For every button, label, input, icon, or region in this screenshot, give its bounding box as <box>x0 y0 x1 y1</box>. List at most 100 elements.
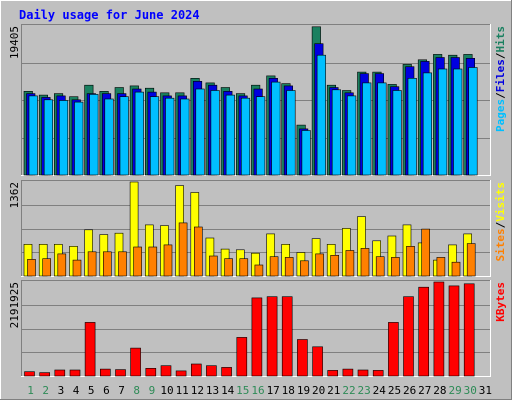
x-tick-label: 4 <box>73 384 80 397</box>
y-max-label: 19405 <box>8 26 21 59</box>
bar-sites-day-5 <box>87 251 97 277</box>
bar-kbytes-day-6 <box>100 368 111 377</box>
bar-kbytes-day-15 <box>236 337 248 377</box>
x-tick-label: 1 <box>27 384 34 397</box>
bar-kbytes-day-21 <box>327 370 339 377</box>
bar-sites-day-23 <box>360 248 370 277</box>
x-tick-label: 28 <box>433 384 446 397</box>
bar-pages-day-10 <box>165 97 175 176</box>
bar-pages-day-26 <box>407 78 417 176</box>
bar-pages-day-13 <box>210 90 220 176</box>
bar-kbytes-day-16 <box>251 297 263 377</box>
bar-kbytes-day-17 <box>266 296 278 377</box>
x-tick-label: 11 <box>176 384 189 397</box>
bar-kbytes-day-10 <box>160 365 172 377</box>
bar-sites-day-11 <box>178 222 188 277</box>
bar-pages-day-3 <box>58 100 69 176</box>
legend-kbytes: KBytes <box>494 282 507 322</box>
bar-kbytes-day-30 <box>463 283 475 377</box>
bar-kbytes-day-2 <box>39 372 51 377</box>
x-tick-label: 30 <box>464 384 477 397</box>
chart-title: Daily usage for June 2024 <box>19 8 200 22</box>
bar-kbytes-day-7 <box>115 369 126 377</box>
bar-sites-day-9 <box>148 246 158 277</box>
bar-pages-day-12 <box>195 88 205 176</box>
y-max-label: 2191925 <box>8 282 21 328</box>
bar-pages-day-11 <box>180 98 190 176</box>
bar-pages-day-21 <box>331 89 342 176</box>
x-tick-label: 19 <box>297 384 310 397</box>
bar-pages-day-24 <box>377 82 387 176</box>
bar-kbytes-day-12 <box>191 363 202 377</box>
bar-sites-day-25 <box>391 257 400 277</box>
bar-sites-day-28 <box>436 257 446 277</box>
bar-sites-day-14 <box>224 258 233 277</box>
panel-3: 2191925 KBytes <box>8 280 507 377</box>
bar-kbytes-day-26 <box>403 296 414 377</box>
bar-pages-day-17 <box>271 81 281 176</box>
bar-sites-day-13 <box>209 255 218 277</box>
x-tick-label: 26 <box>403 384 416 397</box>
bar-sites-day-4 <box>72 259 82 277</box>
panel-2: 1362 Sites/Visits <box>8 180 507 277</box>
bar-sites-day-2 <box>42 258 52 277</box>
x-tick-label: 21 <box>327 384 340 397</box>
bar-pages-day-15 <box>241 97 251 176</box>
bar-sites-day-17 <box>269 256 279 277</box>
bar-kbytes-day-23 <box>357 369 369 377</box>
x-tick-label: 5 <box>88 384 95 397</box>
bar-kbytes-day-9 <box>145 367 157 377</box>
bar-pages-day-5 <box>89 94 99 176</box>
x-tick-label: 25 <box>388 384 401 397</box>
series-legend: Sites/Visits <box>494 182 507 262</box>
bar-kbytes-day-24 <box>372 370 384 377</box>
x-tick-label: 7 <box>118 384 125 397</box>
bar-pages-day-20 <box>316 54 326 176</box>
bar-sites-day-22 <box>345 250 355 277</box>
x-tick-label: 31 <box>479 384 492 397</box>
bar-sites-day-3 <box>57 253 67 277</box>
x-tick-label: 23 <box>357 384 370 397</box>
x-tick-label: 22 <box>342 384 355 397</box>
bar-kbytes-day-1 <box>24 371 35 377</box>
legend-sites: Sites <box>494 228 507 261</box>
bar-pages-day-4 <box>74 101 84 176</box>
bar-pages-day-19 <box>301 130 311 176</box>
bar-pages-day-6 <box>104 98 114 176</box>
bar-pages-day-9 <box>150 96 160 176</box>
bar-sites-day-29 <box>451 261 461 277</box>
bar-kbytes-day-8 <box>130 347 141 377</box>
bar-pages-day-29 <box>453 68 463 176</box>
legend-files: Files <box>494 59 507 92</box>
x-tick-label: 3 <box>58 384 65 397</box>
legend-hits: Hits <box>494 26 507 53</box>
x-tick-label: 16 <box>251 384 264 397</box>
bar-sites-day-18 <box>284 257 294 277</box>
bar-kbytes-day-18 <box>281 296 293 377</box>
bar-sites-day-15 <box>239 258 249 277</box>
bar-sites-day-16 <box>254 264 264 277</box>
bar-sites-day-19 <box>300 260 309 277</box>
bar-kbytes-day-27 <box>418 286 430 377</box>
bar-sites-day-20 <box>315 253 324 277</box>
x-tick-label: 8 <box>133 384 140 397</box>
x-tick-label: 15 <box>236 384 249 397</box>
bar-pages-day-14 <box>225 94 235 176</box>
bar-sites-day-1 <box>27 259 36 277</box>
x-tick-label: 9 <box>149 384 156 397</box>
legend-pages: Pages <box>494 99 507 132</box>
bar-kbytes-day-20 <box>312 346 323 377</box>
bar-pages-day-23 <box>362 82 372 176</box>
bar-kbytes-day-5 <box>84 322 96 377</box>
bar-kbytes-day-19 <box>297 339 308 377</box>
bar-pages-day-27 <box>422 72 433 176</box>
bar-pages-day-16 <box>256 96 266 176</box>
bar-sites-day-30 <box>466 243 476 277</box>
x-tick-label: 12 <box>191 384 204 397</box>
bar-pages-day-30 <box>468 67 478 176</box>
x-tick-label: 29 <box>448 384 461 397</box>
bar-sites-day-21 <box>330 255 340 277</box>
bar-sites-day-7 <box>118 251 127 277</box>
x-tick-label: 14 <box>221 384 235 397</box>
